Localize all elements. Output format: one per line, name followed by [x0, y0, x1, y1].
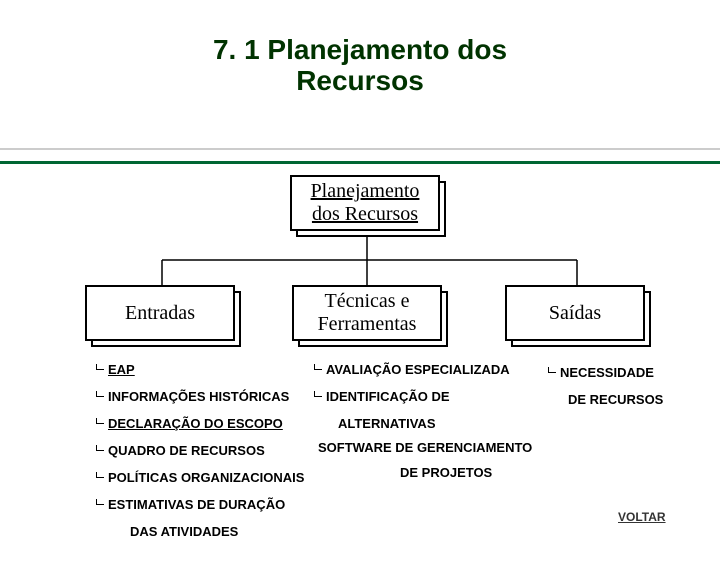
tick-icon — [314, 364, 324, 374]
tick-icon — [96, 391, 106, 401]
tecnicas-item-label: IDENTIFICAÇÃO DE — [326, 389, 450, 404]
tecnicas-item-label: ALTERNATIVAS — [338, 416, 436, 431]
tecnicas-item: DE PROJETOS — [400, 465, 492, 480]
tecnicas-item-label: AVALIAÇÃO ESPECIALIZADA — [326, 362, 510, 377]
title-line2: Recursos — [296, 65, 424, 96]
entradas-item: QUADRO DE RECURSOS — [108, 443, 265, 458]
tecnicas-item-label: SOFTWARE DE GERENCIAMENTO — [318, 440, 532, 455]
tick-icon — [96, 499, 106, 509]
entradas-item: DAS ATIVIDADES — [130, 524, 238, 539]
root-line1: Planejamento — [311, 180, 420, 202]
tick-icon — [96, 364, 106, 374]
saidas-item: NECESSIDADE — [560, 365, 654, 380]
entradas-item-label: DAS ATIVIDADES — [130, 524, 238, 539]
entradas-item[interactable]: EAP — [108, 362, 135, 377]
saidas-item-label: NECESSIDADE — [560, 365, 654, 380]
tecnicas-line1: Técnicas e — [325, 290, 410, 312]
entradas-item-label: ESTIMATIVAS DE DURAÇÃO — [108, 497, 285, 512]
tick-icon — [548, 367, 558, 377]
tick-icon — [314, 391, 324, 401]
box-root: Planejamento dos Recursos — [290, 175, 440, 231]
entradas-item-label: EAP — [108, 362, 135, 377]
entradas-item-label: POLÍTICAS ORGANIZACIONAIS — [108, 470, 304, 485]
saidas-label: Saídas — [549, 302, 601, 325]
rule-gray — [0, 148, 720, 150]
box-root-inner: Planejamento dos Recursos — [290, 175, 440, 231]
box-saidas: Saídas — [505, 285, 645, 341]
box-entradas-inner: Entradas — [85, 285, 235, 341]
entradas-item: ESTIMATIVAS DE DURAÇÃO — [108, 497, 285, 512]
title-line1: 7. 1 Planejamento dos — [213, 34, 507, 65]
tick-icon — [96, 445, 106, 455]
tecnicas-line2: Ferramentas — [318, 313, 417, 335]
entradas-item: INFORMAÇÕES HISTÓRICAS — [108, 389, 289, 404]
tecnicas-item: IDENTIFICAÇÃO DE — [326, 389, 450, 404]
rule-green — [0, 161, 720, 164]
saidas-item-label: DE RECURSOS — [568, 392, 663, 407]
box-tecnicas-inner: Técnicas e Ferramentas — [292, 285, 442, 341]
tecnicas-item: AVALIAÇÃO ESPECIALIZADA — [326, 362, 510, 377]
entradas-item-label: DECLARAÇÃO DO ESCOPO — [108, 416, 283, 431]
voltar-link[interactable]: VOLTAR — [618, 510, 666, 524]
tecnicas-item: SOFTWARE DE GERENCIAMENTO — [318, 440, 532, 455]
tick-icon — [96, 418, 106, 428]
entradas-item: POLÍTICAS ORGANIZACIONAIS — [108, 470, 304, 485]
entradas-item-label: QUADRO DE RECURSOS — [108, 443, 265, 458]
root-line2: dos Recursos — [312, 203, 418, 225]
entradas-label: Entradas — [125, 302, 195, 325]
tecnicas-item: ALTERNATIVAS — [338, 416, 436, 431]
saidas-item: DE RECURSOS — [568, 392, 663, 407]
page-title: 7. 1 Planejamento dos Recursos — [0, 35, 720, 97]
box-tecnicas: Técnicas e Ferramentas — [292, 285, 442, 341]
entradas-item[interactable]: DECLARAÇÃO DO ESCOPO — [108, 416, 283, 431]
tecnicas-item-label: DE PROJETOS — [400, 465, 492, 480]
box-entradas: Entradas — [85, 285, 235, 341]
entradas-item-label: INFORMAÇÕES HISTÓRICAS — [108, 389, 289, 404]
tick-icon — [96, 472, 106, 482]
box-saidas-inner: Saídas — [505, 285, 645, 341]
